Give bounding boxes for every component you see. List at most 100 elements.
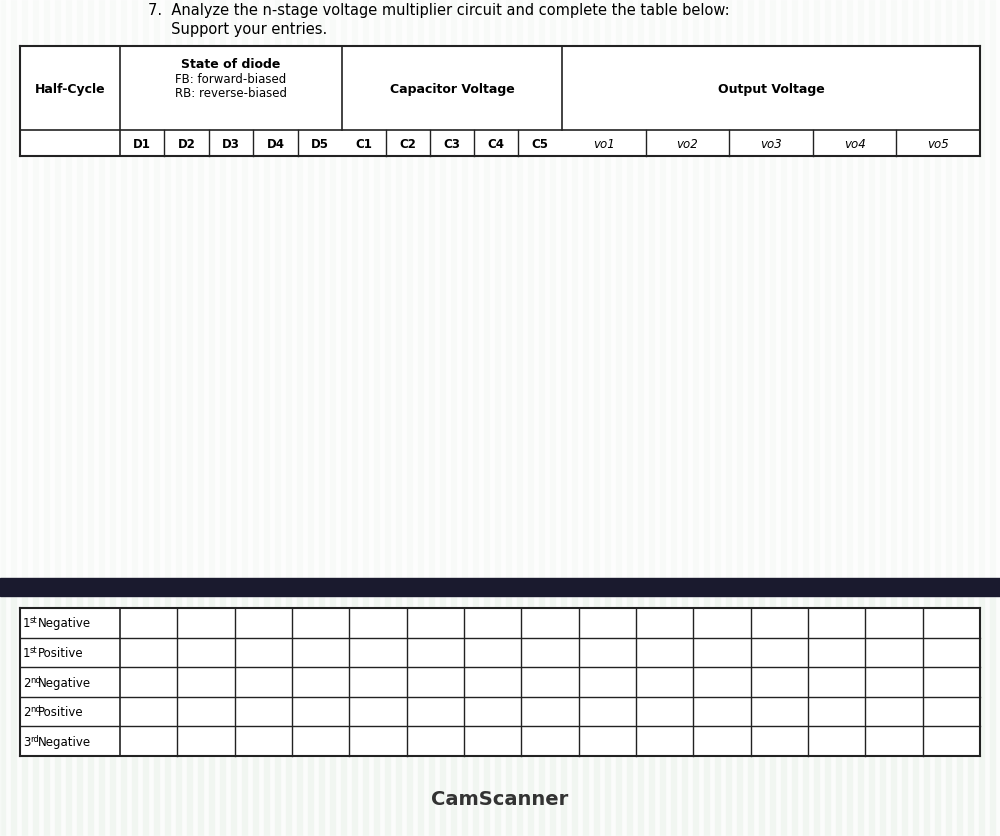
Bar (759, 1, 764, 836)
Bar (110, 1, 115, 836)
Bar (154, 1, 159, 836)
Bar (242, 1, 247, 836)
Text: D3: D3 (222, 138, 240, 150)
Text: C2: C2 (400, 138, 416, 150)
Text: D5: D5 (311, 138, 329, 150)
Bar (220, 1, 225, 836)
Bar (528, 1, 533, 836)
Bar (891, 1, 896, 836)
Text: vo2: vo2 (677, 138, 698, 150)
Text: D4: D4 (266, 138, 284, 150)
Text: State of diode: State of diode (181, 59, 281, 71)
Text: nd: nd (30, 675, 41, 684)
Bar (176, 1, 181, 836)
Text: 2: 2 (23, 675, 30, 689)
Bar (836, 1, 841, 836)
Bar (924, 1, 929, 836)
Bar (330, 1, 335, 836)
Bar (429, 1, 434, 836)
Bar (132, 1, 137, 836)
Text: RB: reverse-biased: RB: reverse-biased (175, 87, 287, 100)
Text: Capacitor Voltage: Capacitor Voltage (390, 83, 514, 96)
Bar (198, 1, 203, 836)
Bar (957, 1, 962, 836)
Bar (462, 1, 467, 836)
Bar (77, 1, 82, 836)
Bar (396, 1, 401, 836)
Bar (660, 1, 665, 836)
Bar (363, 1, 368, 836)
Bar (594, 1, 599, 836)
Bar (484, 1, 489, 836)
Bar (0, 579, 1000, 596)
Text: rd: rd (30, 734, 39, 743)
Bar (143, 1, 148, 836)
Bar (66, 1, 71, 836)
Bar (550, 1, 555, 836)
Text: st: st (30, 615, 38, 624)
Bar (20, 609, 980, 756)
Bar (374, 1, 379, 836)
Bar (671, 1, 676, 836)
Bar (847, 1, 852, 836)
Bar (748, 1, 753, 836)
Bar (979, 1, 984, 836)
Bar (902, 1, 907, 836)
Text: Output Voltage: Output Voltage (718, 83, 824, 96)
Text: vo3: vo3 (760, 138, 782, 150)
Text: 1: 1 (23, 617, 30, 630)
Text: Negative: Negative (38, 735, 91, 748)
Bar (11, 1, 16, 836)
Bar (990, 1, 995, 836)
Bar (231, 1, 236, 836)
Bar (121, 1, 126, 836)
Bar (506, 1, 511, 836)
Bar (539, 1, 544, 836)
Bar (99, 1, 104, 836)
Text: D2: D2 (178, 138, 196, 150)
Bar (638, 1, 643, 836)
Text: C4: C4 (488, 138, 505, 150)
Bar (825, 1, 830, 836)
Text: nd: nd (30, 704, 41, 713)
Bar (946, 1, 951, 836)
Text: vo5: vo5 (927, 138, 949, 150)
Bar (968, 1, 973, 836)
Bar (451, 1, 456, 836)
Text: C3: C3 (444, 138, 460, 150)
Text: vo1: vo1 (593, 138, 615, 150)
Bar (704, 1, 709, 836)
Bar (385, 1, 390, 836)
Text: Negative: Negative (38, 617, 91, 630)
Bar (187, 1, 192, 836)
Text: st: st (30, 645, 38, 655)
Text: Positive: Positive (38, 706, 84, 718)
Bar (616, 1, 621, 836)
Bar (297, 1, 302, 836)
Bar (770, 1, 775, 836)
Bar (209, 1, 214, 836)
Bar (20, 48, 980, 157)
Bar (495, 1, 500, 836)
Text: vo4: vo4 (844, 138, 865, 150)
Bar (440, 1, 445, 836)
Bar (880, 1, 885, 836)
Bar (605, 1, 610, 836)
Bar (517, 1, 522, 836)
Text: Positive: Positive (38, 646, 84, 660)
Bar (88, 1, 93, 836)
Bar (0, 596, 1000, 836)
Bar (473, 1, 478, 836)
Bar (33, 1, 38, 836)
Text: CamScanner: CamScanner (431, 788, 569, 808)
Bar (803, 1, 808, 836)
Bar (693, 1, 698, 836)
Text: Support your entries.: Support your entries. (148, 23, 327, 38)
Text: 3: 3 (23, 735, 30, 748)
Text: 2: 2 (23, 706, 30, 718)
Bar (781, 1, 786, 836)
Bar (561, 1, 566, 836)
Bar (165, 1, 170, 836)
Bar (869, 1, 874, 836)
Bar (737, 1, 742, 836)
